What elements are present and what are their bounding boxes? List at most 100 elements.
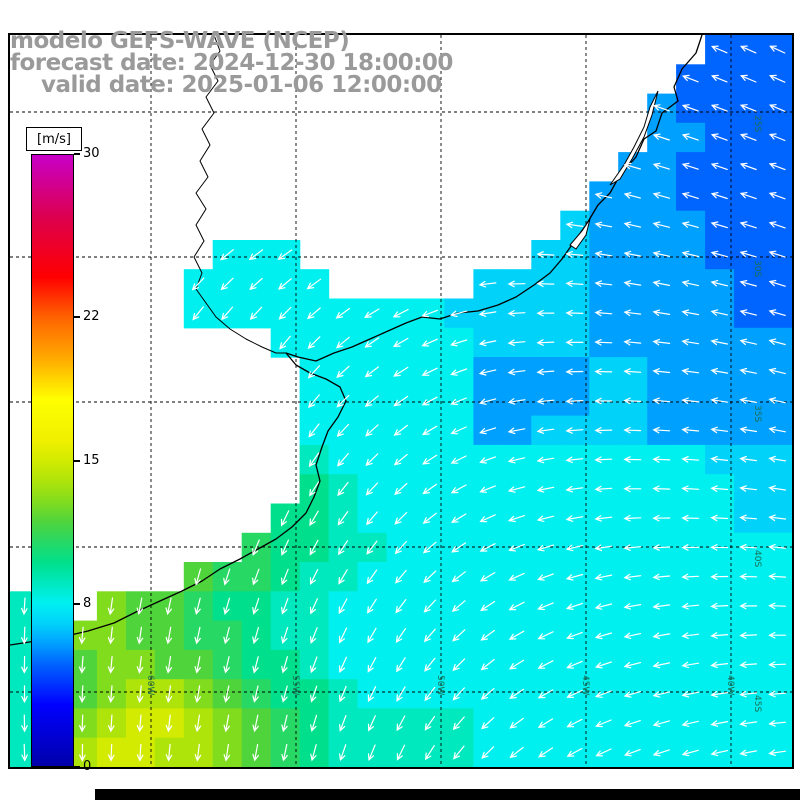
wind-arrow [277, 278, 292, 290]
wind-arrow [281, 568, 289, 586]
wind-arrow [594, 690, 612, 698]
wind-arrow [107, 685, 115, 704]
wind-arrow [710, 221, 728, 229]
wind-arrow [710, 602, 729, 610]
wind-arrow [623, 280, 642, 287]
wind-arrow [652, 426, 671, 434]
wind-arrow [366, 598, 377, 614]
wind-arrow [507, 515, 526, 523]
wind-arrow [623, 749, 641, 757]
wind-arrow [449, 310, 468, 318]
wind-arrow [594, 339, 613, 346]
wind-arrow [623, 162, 641, 170]
wind-arrow [537, 573, 554, 581]
wind-arrow [136, 685, 144, 704]
wind-speed-field [10, 35, 792, 767]
wind-arrow [337, 481, 349, 497]
wind-arrow [479, 543, 496, 552]
wind-arrow [565, 339, 584, 346]
wind-arrow [79, 743, 86, 762]
wind-arrow [594, 309, 613, 317]
wind-arrow [422, 541, 437, 554]
wind-arrow [566, 631, 583, 640]
wind-arrow [652, 603, 671, 610]
latitude-label: 45S [752, 695, 762, 712]
wind-arrow [450, 426, 467, 435]
title-valid-date-line: valid date: 2025-01-06 12:00:00 [41, 72, 442, 98]
wind-arrow [681, 691, 700, 698]
wind-arrow [453, 745, 465, 760]
wind-arrow [310, 656, 318, 674]
wind-arrow [136, 626, 144, 645]
wind-arrow [339, 715, 347, 732]
wind-arrow [769, 45, 786, 54]
wind-arrow [652, 397, 671, 405]
wind-arrow [450, 484, 467, 494]
wind-arrow [365, 453, 379, 467]
wind-arrow [508, 543, 525, 552]
colorbar-tick-label: 0 [83, 759, 92, 774]
wind-arrow [710, 162, 728, 170]
wind-arrow [768, 514, 787, 522]
plot-title-block: modelo GEFS-WAVE (NCEP) forecast date: 2… [10, 30, 453, 98]
wind-arrow [249, 277, 263, 291]
wind-arrow [451, 571, 466, 583]
longitude-label: 40W [725, 675, 735, 695]
wind-arrow [307, 365, 321, 379]
wind-arrow [623, 632, 642, 639]
wind-arrow [594, 544, 613, 552]
wind-arrow [739, 749, 757, 757]
wind-arrow [366, 540, 378, 555]
colorbar-unit-box: [m/s] [26, 127, 82, 151]
wind-arrow [652, 338, 671, 346]
wind-arrow [537, 631, 554, 640]
wind-arrow [739, 133, 757, 141]
wind-arrow [681, 602, 700, 610]
wind-arrow [710, 544, 729, 551]
wind-arrow [566, 718, 583, 728]
wind-arrow [768, 543, 787, 551]
wind-arrow [394, 540, 407, 555]
wind-arrow [739, 162, 757, 171]
wind-arrow [652, 309, 671, 316]
wind-arrow [623, 573, 642, 581]
wind-arrow [710, 573, 729, 580]
wind-arrow [681, 397, 700, 404]
wind-arrow [536, 456, 555, 464]
wind-arrow [681, 250, 699, 258]
wind-arrow [249, 306, 263, 320]
wind-arrow [338, 656, 347, 673]
wind-arrow [507, 456, 526, 464]
wind-arrow [338, 598, 348, 615]
wind-arrow [308, 452, 320, 468]
longitude-label: 45W [580, 675, 590, 695]
wind-arrow [536, 251, 555, 258]
wind-arrow [623, 603, 642, 610]
colorbar-tick-mark [74, 153, 80, 155]
wind-arrow [681, 456, 700, 463]
colorbar-tick-label: 30 [83, 146, 100, 161]
wind-arrow [367, 686, 377, 703]
wind-arrow [395, 628, 407, 643]
wind-arrow [194, 597, 201, 615]
wind-arrow [281, 685, 288, 703]
wind-arrow [623, 691, 641, 698]
colorbar-tick-mark [74, 766, 80, 768]
wind-arrow [509, 746, 524, 759]
wind-arrow [768, 690, 787, 698]
wind-arrow [364, 395, 379, 407]
wind-arrow [652, 691, 670, 698]
wind-arrow [507, 368, 526, 376]
wind-arrow [310, 685, 318, 703]
wind-arrow [710, 250, 728, 258]
colorbar-tick-label: 15 [83, 452, 100, 468]
wind-arrow [595, 719, 612, 728]
wind-arrow [652, 661, 671, 669]
wind-arrow [194, 714, 202, 733]
wind-arrow [281, 539, 289, 556]
wind-arrow [423, 570, 437, 584]
wind-arrow [165, 743, 173, 762]
bottom-bar [95, 789, 800, 800]
colorbar-unit-label: [m/s] [37, 131, 71, 147]
wind-arrow [623, 720, 641, 728]
